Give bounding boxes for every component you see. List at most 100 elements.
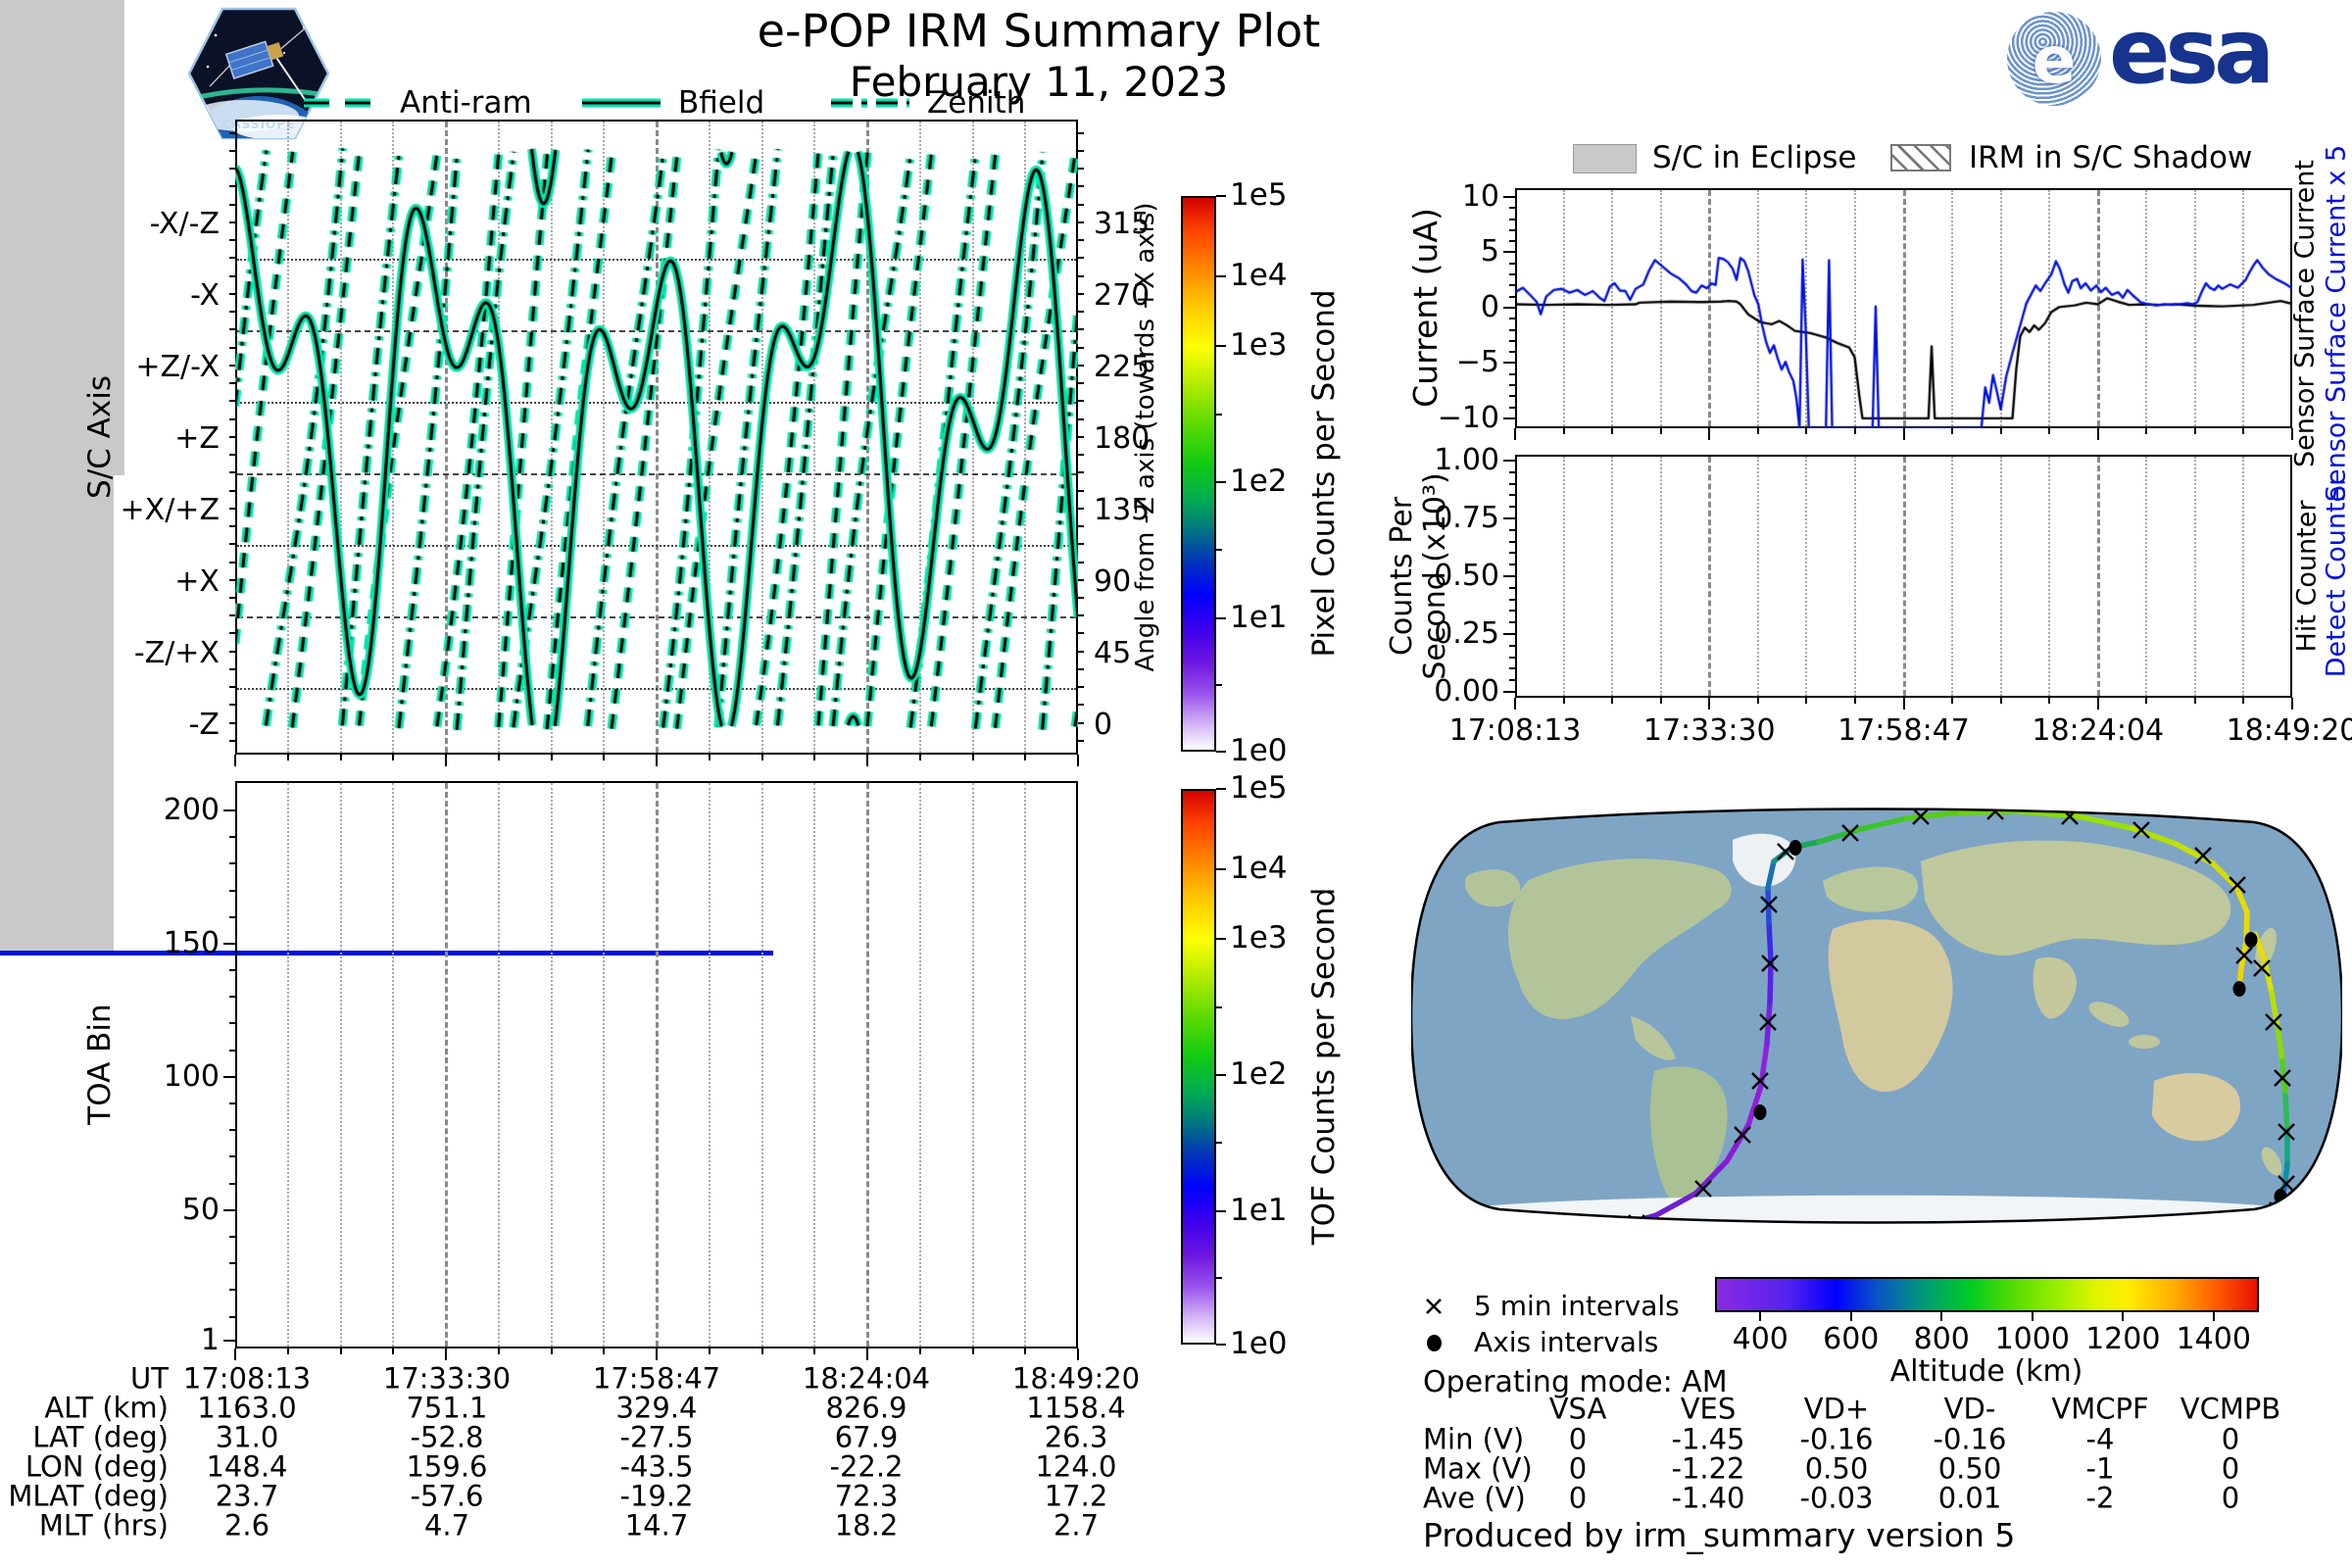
current-curves: [1515, 188, 2292, 428]
tick-mark: [1509, 586, 1515, 589]
counts-tick-label: 0.25: [1434, 615, 1499, 651]
tick-mark: [497, 755, 500, 760]
gridline-minor: [813, 783, 816, 1347]
gridline-major: [656, 783, 659, 1347]
current-ylabel: Current (uA): [1406, 208, 1446, 408]
tick-mark: [1509, 395, 1515, 398]
colorbar-tick-label: 1e5: [1230, 770, 1288, 807]
gridline-minor: [603, 783, 606, 1347]
colorbar-tick-label: 1e0: [1230, 1326, 1288, 1362]
tick-mark: [229, 1289, 235, 1292]
ephemeris-cell: 751.1: [406, 1391, 488, 1425]
tick-mark: [223, 1340, 235, 1342]
tick-mark: [1509, 506, 1515, 509]
colorbar-tick-label: 1e4: [1230, 851, 1288, 887]
tick-mark: [1078, 650, 1084, 653]
track-5min-marker: [2132, 821, 2150, 839]
tick-mark: [1216, 1142, 1222, 1145]
tick-mark: [918, 1348, 921, 1354]
tick-mark: [1078, 346, 1084, 349]
voltage-col-header: VD-: [1943, 1392, 1996, 1426]
tick-mark: [1077, 1348, 1079, 1360]
track-axis-marker: [2232, 981, 2246, 997]
track-5min-marker: [1548, 1224, 1564, 1240]
tick-mark: [1509, 196, 1515, 199]
tick-mark: [1849, 1312, 1852, 1321]
gridline-minor: [1611, 457, 1614, 696]
track-5min-marker: [1548, 1224, 1564, 1240]
tick-mark: [1562, 698, 1565, 704]
tick-mark: [392, 755, 395, 760]
tick-mark: [229, 150, 235, 153]
tick-mark: [2242, 428, 2245, 434]
tick-mark: [229, 1155, 235, 1158]
tick-mark: [1902, 428, 1905, 440]
voltage-cell: 0: [2221, 1451, 2240, 1486]
esa-logo: e esa: [2007, 0, 2301, 110]
tick-mark: [1951, 698, 1954, 704]
ephemeris-cell: 4.7: [423, 1508, 470, 1543]
voltage-cell: 0: [2221, 1422, 2240, 1456]
tick-mark: [1509, 564, 1515, 566]
tick-mark: [234, 755, 236, 766]
sensor-surface-current-x5-label: Sensor Surface Current x 5: [2321, 144, 2352, 503]
sc-axis-tick-label: -Z/+X: [133, 635, 220, 670]
tick-mark: [1759, 1312, 1762, 1321]
counts-tick-label: 0.00: [1434, 673, 1499, 709]
tick-mark: [656, 1348, 658, 1360]
track-5min-marker: [1751, 1072, 1769, 1090]
tick-mark: [1216, 616, 1226, 619]
track-5min-marker: [1734, 1126, 1751, 1144]
sc-axis-ylabel: S/C Axis: [82, 375, 119, 499]
bfield-line-sample: [582, 98, 661, 108]
tick-mark: [1805, 428, 1808, 434]
tick-mark: [229, 239, 235, 242]
esa-globe-e: e: [2032, 23, 2077, 99]
ephemeris-cell: 67.9: [834, 1420, 899, 1454]
ephemeris-cell: 18:49:20: [1011, 1361, 1141, 1396]
tick-mark: [2048, 428, 2051, 434]
ephemeris-cell: -43.5: [619, 1449, 694, 1484]
track-5min-marker: [1759, 1013, 1777, 1031]
track-5min-marker: [1986, 808, 2004, 820]
tick-mark: [1509, 482, 1515, 485]
tick-mark: [392, 1348, 395, 1354]
x-marker-icon: [1426, 1298, 1442, 1314]
tick-mark: [1024, 1348, 1027, 1354]
tick-mark: [229, 686, 235, 689]
track-axis-marker: [1753, 1104, 1767, 1120]
colorbar-tick-label: 1e3: [1230, 920, 1288, 956]
tick-mark: [1611, 698, 1614, 704]
track-5min-marker: [2274, 1069, 2291, 1087]
voltage-cell: 0.50: [1937, 1451, 2002, 1486]
tick-mark: [1509, 207, 1515, 210]
voltage-col-header: VSA: [1548, 1392, 1607, 1426]
counts-tick-label: 1.00: [1434, 442, 1499, 477]
tick-mark: [229, 667, 235, 670]
track-5min-marker: [1466, 1211, 1484, 1223]
tick-mark: [971, 755, 974, 760]
gridline-minor: [760, 783, 763, 1347]
tick-mark: [1216, 195, 1226, 197]
legend-label-eclipse: S/C in Eclipse: [1652, 140, 1857, 176]
tick-mark: [2193, 428, 2196, 434]
tick-mark: [1509, 470, 1515, 473]
tick-mark: [1078, 561, 1084, 564]
tick-mark: [2096, 428, 2099, 440]
tick-mark: [1509, 575, 1515, 577]
track-axis-marker: [1788, 840, 1802, 856]
tick-mark: [1078, 543, 1084, 546]
gridline-minor: [392, 783, 395, 1347]
ephemeris-cell: 329.4: [615, 1391, 698, 1425]
tick-mark: [1509, 328, 1515, 331]
colorbar-tick-label: 1e5: [1230, 177, 1288, 214]
tick-mark: [1078, 489, 1084, 492]
tick-mark: [1853, 698, 1856, 704]
ephemeris-cell: -22.2: [829, 1449, 904, 1484]
tick-mark: [229, 220, 235, 223]
sc-axis-tick-label: +Z/-X: [135, 349, 220, 384]
tick-mark: [2212, 1312, 2215, 1321]
tick-mark: [229, 836, 235, 839]
ephemeris-row-label: UT: [130, 1361, 169, 1396]
tick-mark: [1216, 549, 1222, 552]
